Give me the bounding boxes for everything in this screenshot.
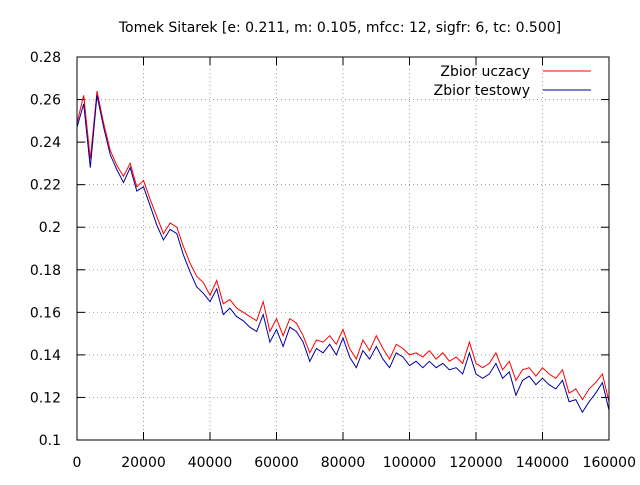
chart-title: Tomek Sitarek [e: 0.211, m: 0.105, mfcc:… bbox=[118, 20, 561, 36]
x-tick-label: 140000 bbox=[516, 455, 569, 471]
y-tick-label: 0.2 bbox=[39, 220, 61, 236]
y-tick-label: 0.1 bbox=[39, 433, 61, 449]
plot-frame bbox=[76, 56, 610, 441]
x-tick-label: 60000 bbox=[254, 455, 299, 471]
y-tick-label: 0.28 bbox=[30, 50, 61, 66]
series-line-2 bbox=[76, 95, 610, 414]
x-tick-label: 80000 bbox=[321, 455, 366, 471]
y-tick-label: 0.12 bbox=[30, 390, 61, 406]
axes: 0.1 0.12 0.14 0.16 0.18 0.2 0.22 0.24 0.26 0.28 0 2… bbox=[30, 50, 636, 471]
x-tick-label: 160000 bbox=[583, 455, 636, 471]
grid bbox=[77, 57, 609, 440]
series-line-1 bbox=[76, 90, 610, 402]
series-group bbox=[76, 90, 610, 414]
x-tick-label: 120000 bbox=[449, 455, 502, 471]
y-tick-label: 0.14 bbox=[30, 348, 61, 364]
y-tick-label: 0.16 bbox=[30, 305, 61, 321]
y-tick-label: 0.26 bbox=[30, 93, 61, 109]
x-tick-label: 0 bbox=[73, 455, 82, 471]
legend: Zbior uczacy Zbior testowy bbox=[434, 64, 591, 99]
x-tick-label: 40000 bbox=[188, 455, 233, 471]
legend-label: Zbior uczacy bbox=[440, 64, 530, 80]
y-tick-label: 0.18 bbox=[30, 263, 61, 279]
x-tick-label: 100000 bbox=[383, 455, 436, 471]
y-tick-label: 0.22 bbox=[30, 178, 61, 194]
x-tick-label: 20000 bbox=[121, 455, 166, 471]
y-tick-label: 0.24 bbox=[30, 135, 61, 151]
legend-label: Zbior testowy bbox=[434, 83, 530, 99]
